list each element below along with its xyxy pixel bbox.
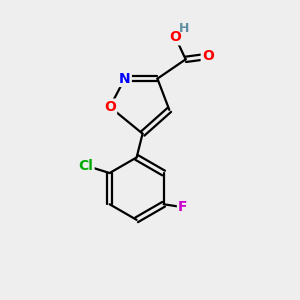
- Text: H: H: [178, 22, 189, 34]
- Text: O: O: [169, 30, 181, 44]
- Text: N: N: [119, 72, 130, 86]
- Text: O: O: [104, 100, 116, 114]
- Text: Cl: Cl: [78, 159, 93, 172]
- Text: O: O: [202, 50, 214, 63]
- Text: F: F: [178, 200, 188, 214]
